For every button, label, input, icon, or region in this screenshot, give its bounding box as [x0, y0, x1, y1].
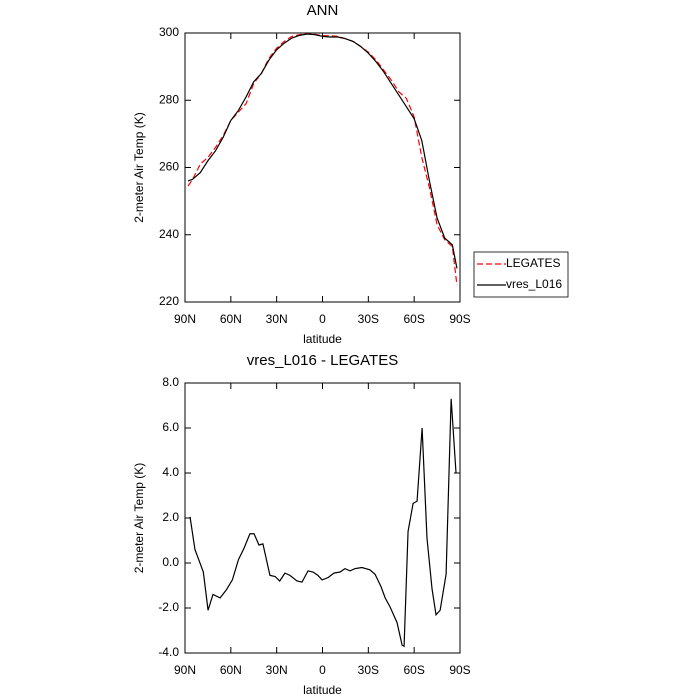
- x-tick-label: 30N: [266, 663, 288, 677]
- chart-title: vres_L016 - LEGATES: [247, 352, 398, 369]
- x-tick-label: 60S: [403, 663, 424, 677]
- legend-label: LEGATES: [506, 256, 560, 270]
- y-tick-label: 6.0: [162, 420, 179, 434]
- data-line: [187, 33, 458, 269]
- plot-frame: [184, 382, 461, 654]
- y-axis-label: 2-meter Air Temp (K): [132, 463, 146, 573]
- y-axis-label: 2-meter Air Temp (K): [132, 112, 146, 222]
- x-tick-label: 90S: [449, 312, 470, 326]
- chart-title: ANN: [307, 2, 339, 19]
- data-line: [189, 398, 457, 648]
- x-tick-label: 90N: [174, 312, 196, 326]
- x-tick-label: 90S: [449, 663, 470, 677]
- y-tick-label: 4.0: [162, 465, 179, 479]
- y-tick-label: 260: [159, 160, 179, 174]
- x-tick-label: 30N: [266, 312, 288, 326]
- x-tick-label: 90N: [174, 663, 196, 677]
- x-tick-label: 30S: [358, 663, 379, 677]
- y-tick-label: 300: [159, 25, 179, 39]
- x-tick-label: 60N: [220, 663, 242, 677]
- y-tick-label: -2.0: [158, 600, 179, 614]
- x-tick-label: 60N: [220, 312, 242, 326]
- plot-frame: [184, 32, 461, 303]
- y-tick-label: 2.0: [162, 510, 179, 524]
- data-line: [187, 33, 458, 286]
- y-tick-label: 8.0: [162, 375, 179, 389]
- x-tick-label: 30S: [358, 312, 379, 326]
- x-axis-label: latitude: [303, 683, 342, 697]
- y-tick-label: 220: [159, 294, 179, 308]
- legend-box: [473, 251, 569, 298]
- legend-label: vres_L016: [506, 277, 562, 291]
- y-tick-label: 240: [159, 227, 179, 241]
- x-tick-label: 0: [319, 312, 326, 326]
- x-tick-label: 0: [319, 663, 326, 677]
- y-tick-label: 280: [159, 92, 179, 106]
- y-tick-label: 0.0: [162, 555, 179, 569]
- x-tick-label: 60S: [403, 312, 424, 326]
- y-tick-label: -4.0: [158, 645, 179, 659]
- x-axis-label: latitude: [303, 332, 342, 346]
